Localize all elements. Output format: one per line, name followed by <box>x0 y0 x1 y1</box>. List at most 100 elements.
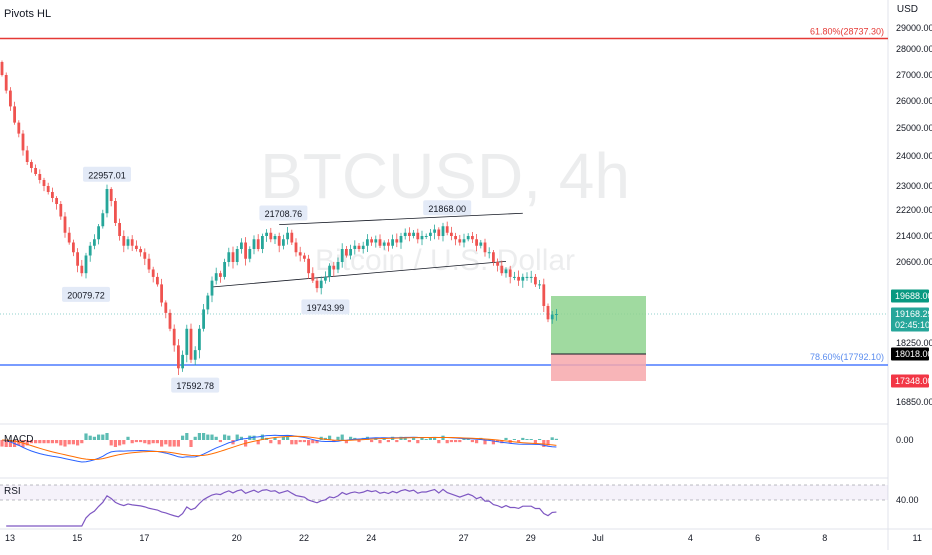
time-axis-label: Jul <box>592 533 604 543</box>
macd-histogram-bar <box>428 437 432 440</box>
macd-histogram-bar <box>277 440 281 445</box>
candle-body <box>445 226 449 233</box>
macd-histogram-bar <box>416 440 420 444</box>
time-axis-label: 4 <box>688 533 693 543</box>
price-axis-tick: 25000.00 <box>896 123 932 133</box>
candle-body <box>525 276 529 278</box>
candle-body <box>277 236 281 246</box>
macd-histogram-bar <box>315 440 319 444</box>
macd-histogram-bar <box>206 434 210 440</box>
candle-body <box>319 280 323 289</box>
time-axis-label: 29 <box>526 533 536 543</box>
macd-histogram-bar <box>122 440 126 445</box>
candle-body <box>0 62 4 75</box>
pivot-label: 17592.78 <box>176 381 214 391</box>
price-axis-tick: 22200.00 <box>896 205 932 215</box>
candle-body <box>311 273 315 281</box>
candle-body <box>118 223 121 236</box>
candle-body <box>361 245 365 249</box>
candle-body <box>387 242 390 246</box>
price-axis-tick: 24000.00 <box>896 151 932 161</box>
time-axis-label: 22 <box>299 533 309 543</box>
macd-histogram-bar <box>521 437 525 440</box>
candle-body <box>84 255 88 274</box>
candle-body <box>219 273 222 277</box>
price-axis-tick: 16850.00 <box>896 397 932 407</box>
candle-body <box>252 239 256 249</box>
candle-body <box>542 284 546 306</box>
watermark-name: Bitcoin / U.S. Dollar <box>315 244 575 277</box>
macd-histogram-bar <box>84 433 88 440</box>
candle-body <box>80 265 84 274</box>
candle-body <box>177 345 180 369</box>
pivot-label: 21868.00 <box>428 204 466 214</box>
macd-title[interactable]: MACD <box>4 434 34 445</box>
macd-histogram-bar <box>4 440 8 447</box>
candle-body <box>105 189 109 214</box>
macd-histogram-bar <box>101 434 105 440</box>
macd-histogram-bar <box>168 440 172 447</box>
candle-body <box>156 276 159 285</box>
candle-body <box>93 239 96 246</box>
candle-body <box>202 309 205 329</box>
macd-histogram-bar <box>113 440 117 447</box>
macd-histogram-bar <box>172 440 176 447</box>
candle-body <box>294 242 298 253</box>
macd-histogram-bar <box>273 437 277 440</box>
fib-label-61: 61.80%(28737.30) <box>810 27 884 37</box>
candle-body <box>109 189 113 201</box>
macd-histogram-bar <box>290 440 294 445</box>
candle-body <box>517 276 520 281</box>
macd-histogram-bar <box>433 437 437 440</box>
macd-histogram-bar <box>25 440 29 446</box>
rsi-title[interactable]: RSI <box>4 486 21 497</box>
macd-histogram-bar <box>139 440 143 443</box>
pivot-label-box <box>301 299 350 315</box>
candle-body <box>345 249 348 256</box>
macd-histogram-bar <box>550 437 554 440</box>
candle-body <box>34 168 37 174</box>
candle-body <box>403 232 407 236</box>
candle-body <box>185 328 189 355</box>
macd-histogram-bar <box>449 440 453 443</box>
candle-body <box>269 232 273 240</box>
rsi-band <box>0 485 888 500</box>
candle-body <box>42 180 46 186</box>
price-axis-tick: 29000.00 <box>896 23 932 33</box>
macd-histogram-bar <box>176 440 180 447</box>
channel-line <box>279 212 523 226</box>
candle-body <box>298 252 302 256</box>
macd-histogram-bar <box>223 434 227 440</box>
candle-body <box>366 239 369 246</box>
candle-body <box>475 239 478 246</box>
macd-histogram-bar <box>34 440 38 444</box>
candle-body <box>114 201 117 223</box>
candle-body <box>67 232 71 243</box>
macd-histogram-bar <box>63 440 67 447</box>
candle-body <box>214 273 218 281</box>
indicator-title[interactable]: Pivots HL <box>4 8 52 20</box>
macd-histogram-bar <box>118 440 122 446</box>
pivot-label-box <box>62 286 110 302</box>
candle-body <box>324 276 327 281</box>
macd-histogram-bar <box>382 437 386 440</box>
price-tag-label: 19168.29 <box>895 309 932 319</box>
macd-axis-tick: 0.00 <box>896 435 914 445</box>
currency-label: USD <box>896 4 918 15</box>
candle-body <box>349 249 352 256</box>
candle-body <box>458 239 462 243</box>
candle-body <box>508 269 512 277</box>
candle-body <box>332 265 336 270</box>
macd-histogram-bar <box>529 439 533 440</box>
time-axis-label: 17 <box>139 533 149 543</box>
macd-histogram-bar <box>181 435 185 440</box>
time-axis-label: 13 <box>5 533 15 543</box>
candle-body <box>382 242 386 246</box>
candle-body <box>492 252 495 262</box>
candle-body <box>529 276 533 278</box>
macd-histogram-bar <box>17 440 21 446</box>
candle-body <box>143 252 147 259</box>
watermark-symbol: BTCUSD, 4h <box>260 140 630 212</box>
